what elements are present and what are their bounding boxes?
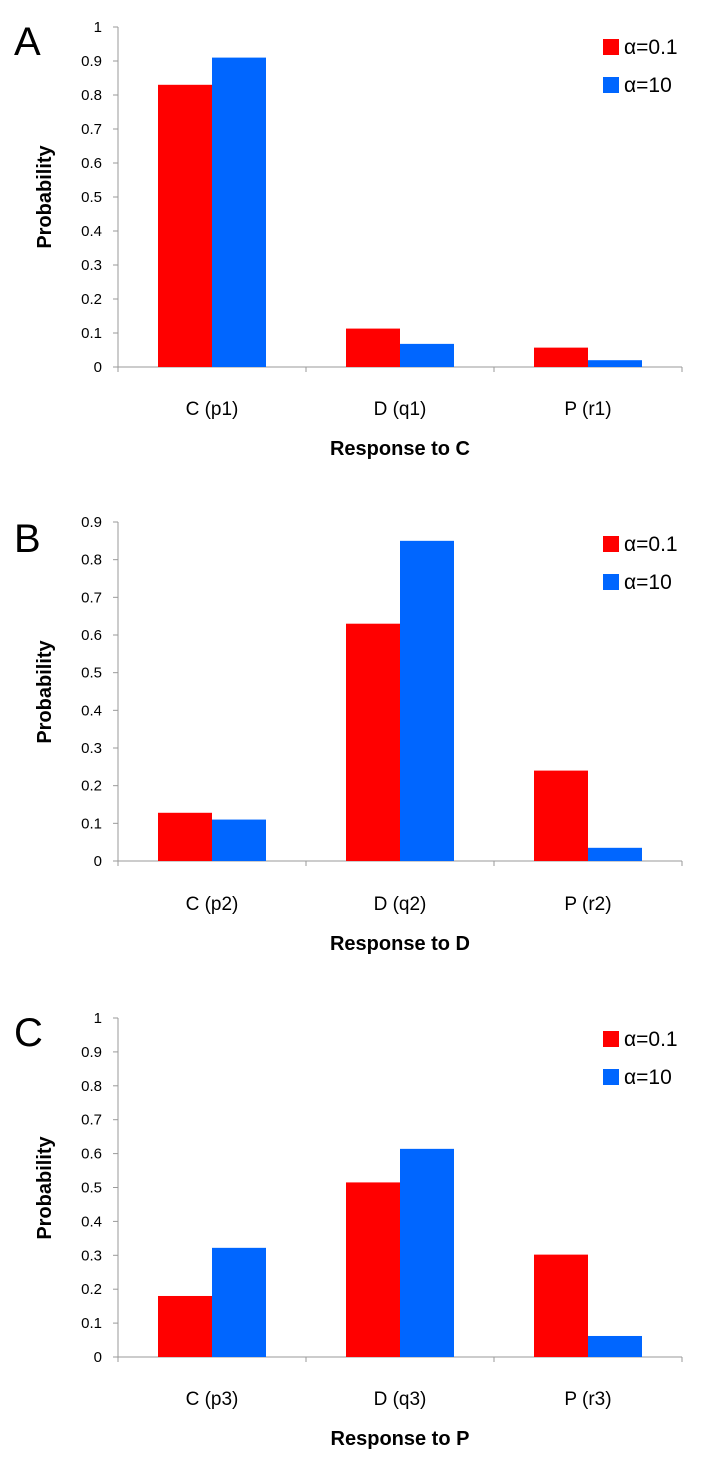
y-tick-label: 0.7: [81, 121, 102, 138]
y-tick-label: 0.9: [81, 53, 102, 70]
legend-swatch: [603, 39, 619, 55]
bar-alpha-10-1: [212, 1247, 266, 1357]
y-tick-label: 0.8: [81, 87, 102, 104]
y-tick-label: 0.8: [81, 1078, 102, 1095]
y-tick-label: 0.3: [81, 257, 102, 274]
y-tick-label: 0.7: [81, 1112, 102, 1129]
bar-alpha-10-3: [588, 847, 642, 861]
x-category-label: C (p1): [186, 399, 239, 420]
y-tick-label: 0.9: [81, 514, 102, 531]
y-tick-label: 0.2: [81, 778, 102, 795]
legend-label: α=0.1: [624, 533, 678, 556]
x-category-label: C (p2): [186, 894, 239, 915]
x-category-label: P (r2): [564, 894, 611, 915]
bar-alpha-0-1-3: [534, 770, 588, 861]
bar-alpha-0-1-3: [534, 347, 588, 367]
panel-letter: C: [14, 1011, 43, 1055]
x-category-label: C (p3): [186, 1389, 239, 1410]
y-tick-label: 0.9: [81, 1044, 102, 1061]
y-axis-title: Probability: [34, 639, 56, 743]
bar-alpha-10-3: [588, 360, 642, 367]
y-tick-label: 0.4: [81, 702, 102, 719]
y-axis-title: Probability: [34, 1135, 56, 1239]
panel-letter: B: [14, 517, 41, 561]
y-tick-label: 0: [94, 853, 102, 870]
bar-alpha-0-1-2: [346, 328, 400, 367]
y-tick-label: 0.8: [81, 552, 102, 569]
x-category-label: D (q1): [374, 399, 427, 420]
x-category-label: P (r3): [564, 1389, 611, 1410]
bar-alpha-10-2: [400, 343, 454, 367]
x-category-label: P (r1): [564, 399, 611, 420]
x-axis-title: Response to C: [330, 438, 470, 460]
y-tick-label: 0.6: [81, 1146, 102, 1163]
legend-swatch: [603, 1031, 619, 1047]
y-tick-label: 0.3: [81, 740, 102, 757]
y-tick-label: 0.1: [81, 325, 102, 342]
y-tick-label: 0: [94, 1349, 102, 1366]
y-tick-label: 0.5: [81, 189, 102, 206]
y-tick-label: 0.4: [81, 1213, 102, 1230]
bar-alpha-10-2: [400, 1148, 454, 1357]
bar-alpha-0-1-1: [158, 84, 212, 368]
y-tick-label: 0.2: [81, 1281, 102, 1298]
bar-alpha-10-3: [588, 1335, 642, 1357]
legend-swatch: [603, 536, 619, 552]
y-tick-label: 0.5: [81, 665, 102, 682]
y-tick-label: 0.2: [81, 291, 102, 308]
legend-label: α=10: [624, 571, 672, 594]
y-tick-label: 0.6: [81, 627, 102, 644]
bar-alpha-10-2: [400, 540, 454, 861]
chart-panel-b: B 0 0.1 0.2 0.3 0.4 0.5 0.6 0.7 0.8 0.9 Probability…: [14, 514, 683, 955]
y-tick-label: 0.4: [81, 223, 102, 240]
y-tick-label: 0.3: [81, 1247, 102, 1264]
bar-alpha-0-1-1: [158, 1295, 212, 1357]
chart-panel-c: C 0 0.1 0.2 0.3 0.4 0.5 0.6 0.7 0.8 0.9 1 Probabilit…: [14, 1010, 683, 1450]
y-tick-label: 0.1: [81, 815, 102, 832]
bar-alpha-0-1-2: [346, 1182, 400, 1357]
legend-label: α=10: [624, 1066, 672, 1089]
bar-alpha-10-1: [212, 57, 266, 367]
legend-label: α=10: [624, 74, 672, 97]
y-tick-label: 0.7: [81, 589, 102, 606]
x-category-label: D (q3): [374, 1389, 427, 1410]
legend-swatch: [603, 77, 619, 93]
y-tick-label: 0.5: [81, 1180, 102, 1197]
y-tick-label: 1: [94, 19, 102, 36]
chart-panel-a: A 0 0.1 0.2 0.3 0.4 0.5 0.6 0.7 0.8 0.9 1 Probabilit…: [14, 19, 683, 460]
legend-label: α=0.1: [624, 36, 678, 59]
y-tick-label: 0: [94, 359, 102, 376]
bar-alpha-0-1-3: [534, 1254, 588, 1357]
x-category-label: D (q2): [374, 894, 427, 915]
y-tick-label: 0.1: [81, 1315, 102, 1332]
y-tick-label: 0.6: [81, 155, 102, 172]
bar-alpha-10-1: [212, 819, 266, 861]
panel-letter: A: [14, 20, 41, 64]
legend-label: α=0.1: [624, 1028, 678, 1051]
legend-swatch: [603, 574, 619, 590]
x-axis-title: Response to D: [330, 933, 470, 955]
bar-alpha-0-1-1: [158, 812, 212, 861]
y-tick-label: 1: [94, 1010, 102, 1027]
x-axis-title: Response to P: [331, 1428, 470, 1450]
y-axis-title: Probability: [34, 144, 56, 248]
legend-swatch: [603, 1069, 619, 1085]
bar-alpha-0-1-2: [346, 623, 400, 861]
